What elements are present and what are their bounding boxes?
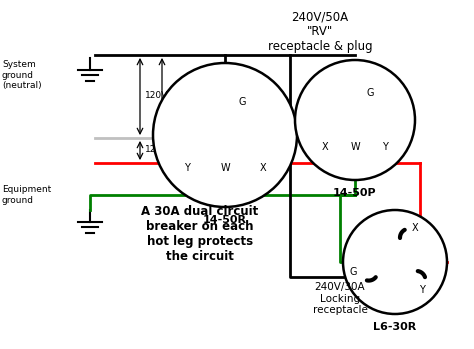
FancyBboxPatch shape: [377, 110, 393, 141]
FancyBboxPatch shape: [317, 110, 333, 141]
Text: G: G: [367, 88, 374, 98]
Polygon shape: [346, 89, 364, 98]
Text: X: X: [322, 142, 328, 152]
Text: X: X: [412, 223, 419, 233]
FancyBboxPatch shape: [217, 122, 234, 157]
Text: W: W: [220, 163, 230, 173]
Text: Y: Y: [382, 142, 388, 152]
Text: X: X: [260, 163, 266, 173]
Text: System
ground
(neutral): System ground (neutral): [2, 60, 42, 90]
FancyBboxPatch shape: [179, 122, 195, 157]
Circle shape: [295, 60, 415, 180]
FancyBboxPatch shape: [347, 110, 363, 141]
Text: G: G: [239, 97, 246, 107]
Text: 14-50P: 14-50P: [333, 188, 377, 198]
Text: 240V/30A
Locking
receptacle: 240V/30A Locking receptacle: [312, 282, 367, 315]
Circle shape: [153, 63, 297, 207]
Text: L6-30R: L6-30R: [374, 322, 417, 332]
FancyBboxPatch shape: [255, 122, 272, 157]
Text: Equipment
ground: Equipment ground: [2, 185, 51, 205]
Text: 240V/50A
"RV"
receptacle & plug: 240V/50A "RV" receptacle & plug: [268, 10, 372, 53]
Text: 14-50R: 14-50R: [203, 215, 247, 225]
Text: 240V: 240V: [168, 104, 191, 113]
Text: W: W: [350, 142, 360, 152]
Text: Y: Y: [184, 163, 190, 173]
Polygon shape: [215, 97, 235, 107]
Text: 120V: 120V: [145, 91, 168, 101]
Text: Y: Y: [419, 285, 425, 295]
Text: G: G: [349, 267, 357, 276]
Circle shape: [343, 210, 447, 314]
Text: 120V: 120V: [145, 146, 168, 155]
Text: A 30A dual circuit
breaker on each
hot leg protects
the circuit: A 30A dual circuit breaker on each hot l…: [141, 205, 259, 263]
